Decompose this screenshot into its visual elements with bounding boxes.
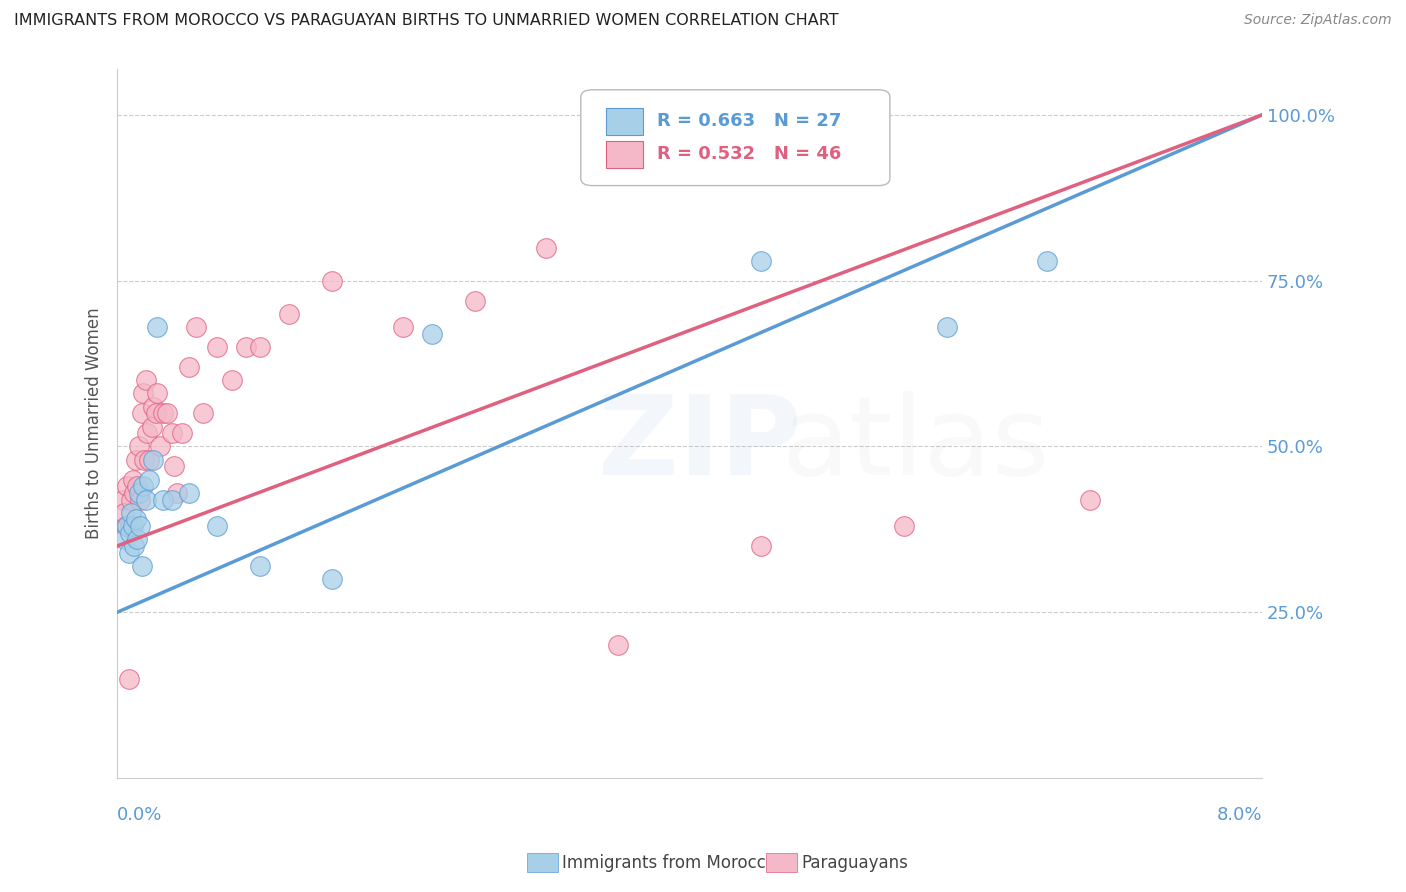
Text: 0.0%: 0.0% <box>117 806 163 824</box>
Point <box>142 400 165 414</box>
Point <box>141 419 163 434</box>
Point <box>115 519 138 533</box>
Point <box>135 373 157 387</box>
Point <box>893 519 915 533</box>
Point <box>152 492 174 507</box>
Point <box>117 545 139 559</box>
Point <box>936 320 959 334</box>
Point <box>156 406 179 420</box>
Text: 8.0%: 8.0% <box>1216 806 1263 824</box>
Text: Immigrants from Morocco: Immigrants from Morocco <box>562 854 776 871</box>
Point <box>149 440 172 454</box>
Point <box>117 672 139 686</box>
Point <box>129 519 152 533</box>
Point <box>115 479 138 493</box>
Point <box>166 486 188 500</box>
Bar <box>606 141 643 168</box>
Point <box>392 320 415 334</box>
Point <box>120 525 142 540</box>
Point <box>122 473 145 487</box>
Point <box>749 253 772 268</box>
Point <box>127 533 149 547</box>
Point <box>1078 492 1101 507</box>
Point <box>114 519 136 533</box>
Point <box>136 426 159 441</box>
Point <box>207 519 229 533</box>
Point <box>131 406 153 420</box>
Point <box>142 452 165 467</box>
Point <box>138 473 160 487</box>
Point <box>112 506 135 520</box>
Point <box>1036 253 1059 268</box>
Point <box>207 340 229 354</box>
Text: IMMIGRANTS FROM MOROCCO VS PARAGUAYAN BIRTHS TO UNMARRIED WOMEN CORRELATION CHAR: IMMIGRANTS FROM MOROCCO VS PARAGUAYAN BI… <box>14 13 839 29</box>
Point <box>121 492 143 507</box>
Point <box>112 533 135 547</box>
Bar <box>606 108 643 135</box>
Point <box>132 479 155 493</box>
Point <box>134 452 156 467</box>
Point <box>235 340 257 354</box>
Point <box>152 406 174 420</box>
Point <box>124 539 146 553</box>
Point <box>125 452 148 467</box>
Point <box>160 492 183 507</box>
Point <box>749 539 772 553</box>
Point <box>131 558 153 573</box>
Point <box>128 486 150 500</box>
Point <box>128 440 150 454</box>
Point <box>177 486 200 500</box>
Point <box>163 459 186 474</box>
Point <box>132 386 155 401</box>
Point <box>121 506 143 520</box>
Point <box>125 512 148 526</box>
Text: R = 0.663   N = 27: R = 0.663 N = 27 <box>658 112 842 130</box>
Point <box>146 320 169 334</box>
Text: Paraguayans: Paraguayans <box>801 854 908 871</box>
Point <box>420 326 443 341</box>
Text: atlas: atlas <box>782 391 1050 498</box>
FancyBboxPatch shape <box>581 90 890 186</box>
Point <box>138 452 160 467</box>
Point <box>184 320 207 334</box>
Point <box>135 492 157 507</box>
Point <box>277 307 299 321</box>
Point <box>124 486 146 500</box>
Point <box>145 406 167 420</box>
Point <box>321 274 343 288</box>
Point <box>129 492 152 507</box>
Point <box>146 386 169 401</box>
Text: Source: ZipAtlas.com: Source: ZipAtlas.com <box>1244 13 1392 28</box>
Point <box>170 426 193 441</box>
Point <box>111 492 134 507</box>
Point <box>120 519 142 533</box>
Point <box>177 359 200 374</box>
Point <box>249 558 271 573</box>
Point <box>607 639 630 653</box>
Point <box>249 340 271 354</box>
Point <box>160 426 183 441</box>
Text: ZIP: ZIP <box>598 391 801 498</box>
Point <box>221 373 243 387</box>
Point <box>191 406 214 420</box>
Point <box>122 519 145 533</box>
Point <box>321 572 343 586</box>
Point <box>464 293 486 308</box>
Point <box>536 241 558 255</box>
Y-axis label: Births to Unmarried Women: Births to Unmarried Women <box>86 308 103 539</box>
Point <box>127 479 149 493</box>
Text: R = 0.532   N = 46: R = 0.532 N = 46 <box>658 145 842 163</box>
